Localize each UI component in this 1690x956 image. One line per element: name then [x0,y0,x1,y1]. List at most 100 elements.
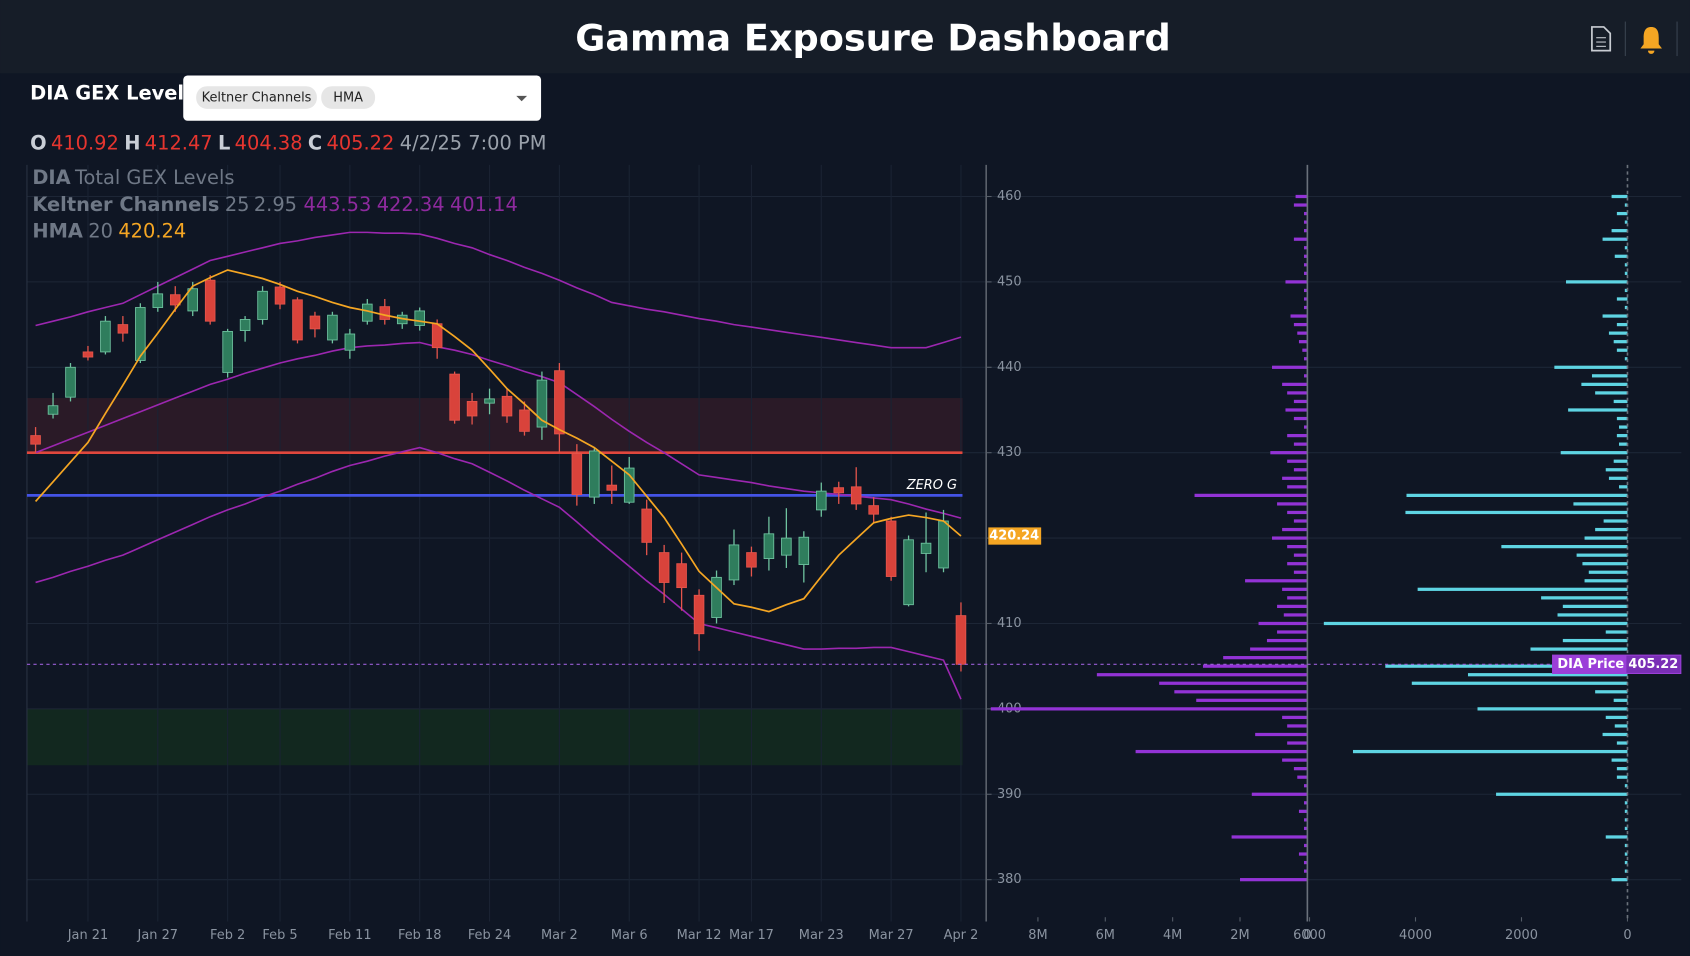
chip-label: Keltner Channels [202,91,312,106]
gex-bar [1602,732,1628,737]
gex-bar [1613,399,1628,404]
document-icon[interactable] [1591,26,1612,52]
ohlc-key: H [124,131,140,154]
gex-bar [1223,656,1308,660]
gex-bar [1624,305,1628,310]
gex-bar [1287,433,1308,438]
chip[interactable] [321,86,376,109]
candle-body [781,537,792,556]
ohlc-value: 405.22 [326,131,394,154]
candle-body [65,366,76,398]
gex-bar [1618,442,1628,446]
keltner-lower [35,446,962,700]
candle-body [414,310,425,326]
candle-body [82,351,94,358]
gex-bar [1605,630,1628,634]
price-badge-value: 405.22 [1628,657,1678,672]
gex-bar [1611,878,1628,882]
gex-bar [1304,271,1308,275]
gex-bar [1616,433,1628,438]
gex-bar [1417,587,1628,591]
legend-hma: HMA 20 420.24 [32,219,186,242]
ohlc-value: 404.38 [235,131,303,154]
candle-body [169,294,181,306]
gex-bar [1293,570,1308,574]
ohlc-key: C [308,131,322,154]
gex-bar [1240,878,1308,882]
gex-bar [1304,869,1308,873]
gex-bar [1304,374,1308,378]
gex-bar [1584,536,1628,540]
gex-bar [1283,613,1308,617]
candle-body [623,467,635,503]
gex-bar [1304,425,1308,429]
y-tick-label: 390 [997,787,1022,802]
bell-icon[interactable] [1640,26,1662,54]
chip[interactable] [196,86,317,109]
legend-param: 20 [88,219,113,242]
candle-body [466,401,478,417]
gex-bar [1477,707,1628,711]
gex-bar [1624,203,1628,207]
gex-bar [1611,758,1628,762]
candle-body [327,314,338,341]
gex-bar [1624,220,1628,224]
gex-bar [1287,724,1308,728]
gex-bar [1603,519,1628,523]
dropdown-caret[interactable] [516,95,528,102]
gex-bar [1272,365,1308,369]
gex-bar [1297,775,1308,779]
gex-bar [1554,365,1628,369]
candle-body [274,286,286,305]
gex-bar [1616,741,1628,745]
x-tick-label: Feb 24 [468,928,511,943]
candle-body [589,450,600,498]
gex-bar [1304,229,1308,233]
legend-value: 422.34 [377,192,445,215]
candle-body [239,319,251,332]
x-tick-label: Feb 11 [328,928,371,943]
gex-bar [1297,331,1308,335]
indicator-dropdown[interactable]: Keltner Channels HMA [183,75,542,121]
gex-bar [1245,579,1308,583]
gex-bar [1266,638,1308,643]
gex-bar [1385,664,1628,668]
gex-bar [1624,809,1628,813]
gex-bar [1605,835,1628,839]
x-tick-label: 6M [1096,928,1115,943]
x-tick-label: Apr 2 [944,928,979,943]
gex-bar [1624,801,1628,805]
gex-bar [1576,553,1628,557]
gex-bar [1282,715,1308,720]
gex-bar [1304,305,1308,310]
candle-body [920,542,932,554]
gex-bar [1285,280,1308,284]
gex-bar [1304,288,1308,293]
gex-bar [1624,246,1628,250]
gex-bar [1194,493,1308,498]
candle-body [693,594,705,635]
gex-bar [1611,229,1628,233]
hma-badge [988,527,1042,545]
candle-body [868,505,879,515]
candle-body [903,539,914,606]
gex-bar [1613,698,1628,702]
x-tick-label: 2M [1230,928,1249,943]
candle-body [379,306,391,320]
gex-bar [1304,263,1308,267]
legend-text: Total GEX Levels [74,165,234,188]
gex-bar [1285,408,1308,412]
gex-bar [1277,502,1308,506]
gex-bar [1467,673,1628,677]
gex-bar [1287,596,1308,600]
x-tick-label: Feb 18 [398,928,441,943]
gex-bar [1304,826,1308,831]
candle-body [676,563,687,589]
gex-bar [1293,416,1308,421]
candle-body [885,520,897,577]
gex-bar [1605,715,1628,720]
candle-body [187,288,199,312]
